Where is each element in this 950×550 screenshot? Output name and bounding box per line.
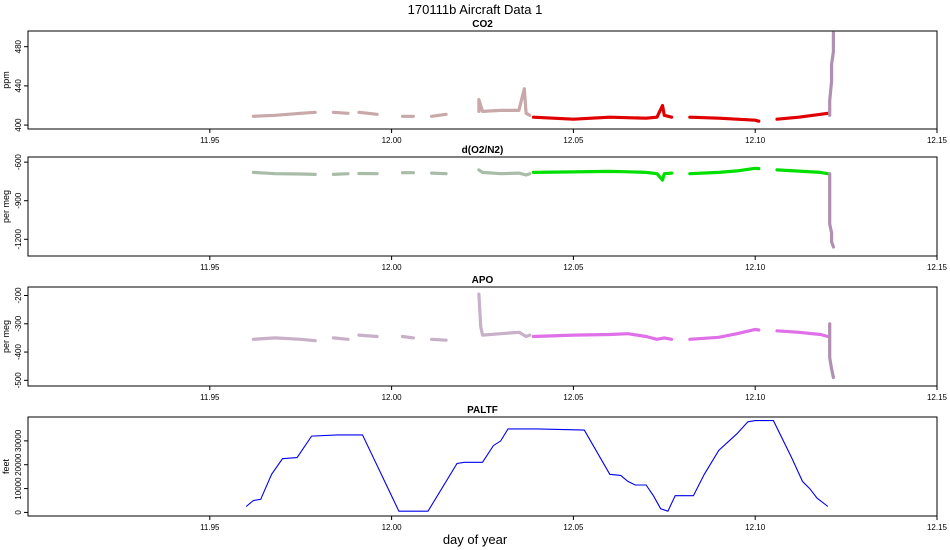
- panel-1: CO2 ppm 400 440 480 11.95 12.00 12.05 12.10 12.15: [1, 19, 948, 145]
- x-tick-label: 12.10: [745, 263, 766, 272]
- y-tick-label: 0: [14, 510, 23, 515]
- y-tick-label: -600: [14, 154, 23, 171]
- x-tick-label: 12.00: [382, 393, 403, 402]
- series-1-segment-1: [251, 336, 317, 343]
- y-tick-label: 480: [14, 39, 23, 53]
- series-3-segment-1: [828, 31, 835, 117]
- series-1-segment-6: [477, 168, 532, 177]
- x-tick-label: 12.15: [927, 136, 948, 145]
- series-1-segment-3: [357, 110, 379, 116]
- x-tick-label: 12.15: [927, 393, 948, 402]
- figure-title: 170111b Aircraft Data 1: [408, 2, 543, 17]
- x-tick-label: 12.10: [745, 136, 766, 145]
- series-1-segment-5: [430, 112, 448, 118]
- series-1-segment-2: [331, 172, 350, 176]
- y-tick-label: 20000: [14, 453, 23, 476]
- x-axis-label: day of year: [443, 532, 508, 547]
- x-tick-label: 11.95: [200, 263, 220, 272]
- chart-panels: CO2 ppm 400 440 480 11.95 12.00 12.05 12.10 12.15…: [1, 19, 948, 532]
- plot-frame: [27, 156, 938, 257]
- series-1-segment-1: [251, 170, 317, 176]
- panel-title: CO2: [472, 19, 493, 30]
- series-1-segment-6: [477, 292, 532, 339]
- y-axis-label: ppm: [1, 71, 11, 89]
- x-tick-label: 12.00: [382, 136, 403, 145]
- y-tick-label: 10000: [14, 477, 23, 500]
- x-tick-label: 12.00: [382, 263, 403, 272]
- y-tick-label: 30000: [14, 429, 23, 452]
- y-tick-label: 400: [14, 118, 23, 132]
- series-2-segment-1: [531, 103, 674, 121]
- y-axis-label: per meg: [1, 190, 11, 223]
- series-1-segment-2: [331, 110, 350, 115]
- x-tick-label: 12.00: [382, 523, 403, 532]
- series-1-segment-5: [430, 171, 448, 176]
- series-2-segment-2: [688, 327, 761, 341]
- y-tick-label: -200: [14, 287, 23, 304]
- series-1-line: [245, 420, 829, 512]
- series-1-segment-1: [251, 110, 317, 118]
- series-2-segment-1: [531, 169, 674, 182]
- y-tick-label: -300: [14, 315, 23, 332]
- y-tick-label: -900: [14, 192, 23, 209]
- plot-frame: [27, 30, 938, 130]
- x-tick-label: 12.10: [745, 523, 766, 532]
- y-tick-label: 440: [14, 79, 23, 93]
- x-tick-label: 12.05: [563, 263, 584, 272]
- panel-title: APO: [472, 275, 494, 286]
- plot-frame: [27, 416, 938, 517]
- x-tick-label: 12.05: [563, 136, 584, 145]
- panel-2: d(O2/N2) per meg -600 -900 -1200 11.95 12.00 12…: [1, 145, 948, 272]
- series-2-segment-3: [775, 329, 830, 339]
- x-tick-label: 11.95: [200, 136, 220, 145]
- series-2-segment-1: [531, 332, 674, 341]
- y-tick-label: -1200: [14, 229, 23, 250]
- y-tick-label: -500: [14, 372, 23, 389]
- series-2-segment-2: [688, 115, 761, 123]
- x-tick-label: 12.10: [745, 393, 766, 402]
- series-2-segment-3: [775, 111, 830, 121]
- x-tick-label: 11.95: [200, 393, 220, 402]
- series-1-segment-4: [400, 334, 415, 340]
- x-tick-label: 12.05: [563, 393, 584, 402]
- y-tick-label: -400: [14, 344, 23, 361]
- x-tick-label: 12.15: [927, 523, 948, 532]
- plot-frame: [27, 286, 938, 387]
- panel-title: PALTF: [467, 405, 498, 416]
- series-1-segment-6: [477, 87, 532, 117]
- series-1-segment-2: [331, 336, 350, 341]
- series-1-segment-3: [357, 333, 379, 339]
- y-axis-label: per meg: [1, 320, 11, 353]
- series-3-segment-1: [828, 172, 835, 249]
- series-2-segment-3: [775, 168, 830, 176]
- x-tick-label: 12.15: [927, 263, 948, 272]
- series-1-segment-5: [430, 337, 448, 342]
- panel-3: APO per meg -200 -300 -400 -500 11.95 12.00 12.0…: [1, 275, 948, 402]
- panel-title: d(O2/N2): [462, 145, 504, 156]
- series-3-segment-1: [828, 322, 835, 380]
- x-tick-label: 12.05: [563, 523, 584, 532]
- x-tick-label: 11.95: [200, 523, 220, 532]
- series-2-segment-2: [688, 166, 761, 176]
- y-axis-label: feet: [1, 458, 11, 474]
